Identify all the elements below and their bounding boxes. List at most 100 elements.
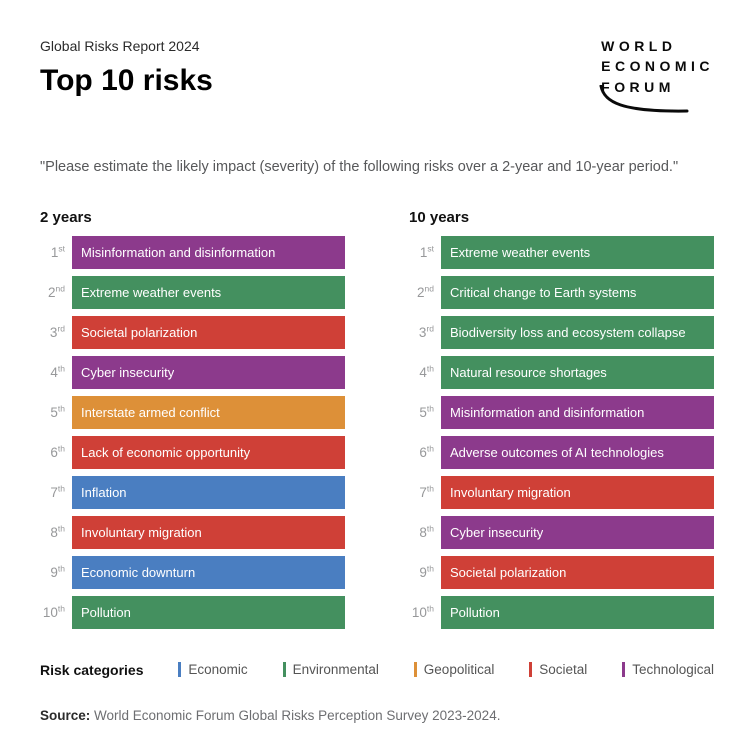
risk-bar: Natural resource shortages (441, 355, 714, 389)
rank-label: 9th (419, 563, 434, 580)
risk-row: 10th Pollution (409, 595, 714, 629)
rank-label: 3rd (418, 323, 434, 340)
column-title: 10 years (409, 208, 470, 226)
logo-word-world: WORLD (601, 38, 677, 54)
category-color-swatch (529, 662, 533, 678)
ranked-columns: 2 years 1st Misinformation and disinforma… (40, 209, 714, 636)
risk-label: Pollution (450, 604, 500, 620)
rank-label: 10th (42, 603, 65, 620)
risk-rows: 1st Misinformation and disinformation 2nd E… (40, 235, 345, 629)
rank-label: 8th (419, 523, 434, 540)
risk-label: Natural resource shortages (450, 364, 607, 380)
risk-bar: Adverse outcomes of AI technologies (441, 435, 714, 469)
risk-label: Extreme weather events (81, 284, 222, 300)
risk-row: 2nd Critical change to Earth systems (409, 275, 714, 309)
legend-label: Economic (188, 662, 248, 678)
legend-label: Environmental (292, 662, 379, 678)
risk-row: 5th Misinformation and disinformation (409, 395, 714, 429)
risk-label: Involuntary migration (450, 484, 571, 500)
risk-label: Societal polarization (81, 324, 198, 340)
column-2-years: 2 years 1st Misinformation and disinforma… (40, 209, 345, 636)
legend-item-geopolitical: Geopolitical (413, 662, 494, 678)
legend-label: Technological (632, 662, 714, 678)
risk-bar: Interstate armed conflict (72, 395, 345, 429)
rank-label: 8th (50, 523, 65, 540)
rank-label: 4th (419, 363, 434, 380)
legend: Risk categories Economic Environmental Geo… (40, 662, 714, 678)
rank-label: 9th (50, 563, 65, 580)
risk-row: 3rd Biodiversity loss and ecosystem colla… (409, 315, 714, 349)
risk-label: Interstate armed conflict (81, 404, 220, 420)
category-color-swatch (413, 662, 417, 678)
risk-row: 8th Cyber insecurity (409, 515, 714, 549)
rank-label: 6th (419, 443, 434, 460)
wef-swoosh-icon (599, 84, 689, 113)
risk-bar: Cyber insecurity (72, 355, 345, 389)
legend-title: Risk categories (40, 661, 144, 678)
risk-label: Critical change to Earth systems (450, 284, 637, 300)
rank-label: 1st (419, 243, 434, 260)
risk-label: Misinformation and disinformation (81, 244, 276, 260)
source-line: Source: World Economic Forum Global Risk… (40, 708, 714, 723)
rank-label: 5th (50, 403, 65, 420)
rank-label: 4th (50, 363, 65, 380)
risk-label: Adverse outcomes of AI technologies (450, 444, 664, 460)
risk-bar: Extreme weather events (441, 235, 714, 269)
risk-row: 1st Extreme weather events (409, 235, 714, 269)
risk-bar: Pollution (72, 595, 345, 629)
risk-bar: Economic downturn (72, 555, 345, 589)
rank-label: 7th (50, 483, 65, 500)
rank-label: 2nd (48, 283, 65, 300)
column-title: 2 years (40, 208, 92, 226)
risk-label: Pollution (81, 604, 131, 620)
risk-bar: Misinformation and disinformation (72, 235, 345, 269)
risk-label: Societal polarization (450, 564, 567, 580)
risk-row: 8th Involuntary migration (40, 515, 345, 549)
rank-label: 2nd (417, 283, 434, 300)
wef-logo: WORLD ECONOMIC FORUM (599, 36, 714, 113)
risk-label: Biodiversity loss and ecosystem collapse (450, 324, 686, 340)
risk-row: 5th Interstate armed conflict (40, 395, 345, 429)
header-titles: Global Risks Report 2024 Top 10 risks (40, 36, 213, 98)
rank-label: 6th (50, 443, 65, 460)
risk-bar: Societal polarization (72, 315, 345, 349)
risk-bar: Societal polarization (441, 555, 714, 589)
risk-bar: Biodiversity loss and ecosystem collapse (441, 315, 714, 349)
rank-label: 3rd (49, 323, 65, 340)
risk-bar: Pollution (441, 595, 714, 629)
column-10-years: 10 years 1st Extreme weather events 2nd Cri… (409, 209, 714, 636)
risk-row: 2nd Extreme weather events (40, 275, 345, 309)
risk-row: 1st Misinformation and disinformation (40, 235, 345, 269)
risk-row: 10th Pollution (40, 595, 345, 629)
risk-row: 9th Societal polarization (409, 555, 714, 589)
source-label: Source: (40, 707, 91, 723)
risk-row: 7th Involuntary migration (409, 475, 714, 509)
page-title: Top 10 risks (40, 64, 213, 97)
risk-row: 6th Adverse outcomes of AI technologies (409, 435, 714, 469)
legend-item-technological: Technological (622, 662, 714, 678)
risk-rows: 1st Extreme weather events 2nd Critical cha… (409, 235, 714, 629)
risk-bar: Critical change to Earth systems (441, 275, 714, 309)
risk-label: Cyber insecurity (81, 364, 175, 380)
category-color-swatch (282, 662, 286, 678)
legend-item-environmental: Environmental (282, 662, 379, 678)
legend-item-economic: Economic (178, 662, 248, 678)
category-color-swatch (178, 662, 182, 678)
risk-row: 7th Inflation (40, 475, 345, 509)
risk-bar: Extreme weather events (72, 275, 345, 309)
risk-bar: Cyber insecurity (441, 515, 714, 549)
risk-label: Involuntary migration (81, 524, 202, 540)
logo-word-forum: FORUM (601, 78, 675, 95)
risk-row: 6th Lack of economic opportunity (40, 435, 345, 469)
risk-label: Cyber insecurity (450, 524, 544, 540)
rank-label: 10th (411, 603, 434, 620)
category-color-swatch (622, 662, 626, 678)
risk-row: 3rd Societal polarization (40, 315, 345, 349)
report-title: Global Risks Report 2024 (40, 38, 200, 54)
risk-label: Lack of economic opportunity (81, 444, 251, 460)
risk-bar: Involuntary migration (441, 475, 714, 509)
risk-row: 4th Cyber insecurity (40, 355, 345, 389)
risk-bar: Involuntary migration (72, 515, 345, 549)
risk-row: 4th Natural resource shortages (409, 355, 714, 389)
